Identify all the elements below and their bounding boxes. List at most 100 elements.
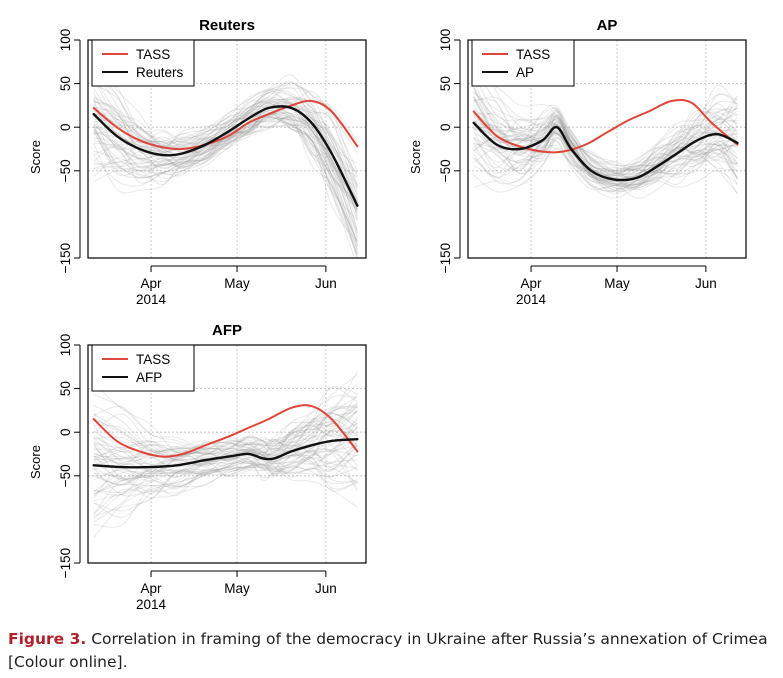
resample-line	[473, 133, 738, 192]
resample-line	[93, 421, 358, 467]
resample-line	[93, 444, 358, 508]
plot-area	[92, 371, 359, 539]
y-axis-label: Score	[408, 140, 423, 174]
legend-entry: TASS	[136, 352, 170, 367]
resample-line	[93, 104, 358, 238]
resample-line	[93, 112, 358, 211]
plot-area	[92, 48, 359, 258]
resample-line	[93, 117, 358, 213]
resample-line	[93, 404, 358, 495]
resample-line	[473, 92, 738, 172]
resample-line	[473, 67, 738, 167]
resample-line	[93, 407, 358, 486]
resample-line	[93, 442, 358, 469]
resample-line	[473, 124, 738, 192]
panel-title: Reuters	[199, 17, 255, 34]
resample-lines	[93, 371, 358, 539]
resample-line	[93, 84, 358, 188]
y-tick-label: 100	[438, 29, 453, 52]
x-tick-label: Jun	[695, 276, 717, 291]
figure-caption: Figure 3. Correlation in framing of the …	[8, 628, 776, 674]
y-tick-label: 0	[58, 123, 73, 131]
resample-line	[473, 117, 738, 175]
x-tick-label: Jun	[315, 276, 337, 291]
x-tick-label: Apr	[141, 581, 163, 596]
resample-line	[473, 139, 738, 191]
resample-line	[93, 63, 358, 193]
resample-line	[473, 113, 738, 180]
resample-line	[473, 87, 738, 182]
resample-line	[473, 126, 738, 199]
resample-line	[93, 460, 358, 492]
resample-line	[93, 453, 358, 502]
resample-line	[473, 110, 738, 177]
y-tick-label: 50	[58, 381, 73, 396]
resample-line	[93, 116, 358, 242]
resample-line	[93, 108, 358, 256]
resample-line	[473, 138, 738, 199]
resample-line	[473, 116, 738, 187]
resample-line	[93, 410, 358, 460]
series-line-tass	[92, 404, 359, 458]
resample-line	[473, 105, 738, 180]
y-axis-label: Score	[28, 445, 43, 479]
resample-line	[93, 440, 358, 519]
resample-line	[93, 382, 358, 456]
panel-title: AP	[597, 17, 618, 34]
series-line-tass	[92, 99, 359, 151]
resample-line	[93, 98, 358, 210]
resample-line	[93, 101, 358, 202]
resample-line	[93, 87, 358, 189]
resample-line	[93, 444, 358, 496]
y-axis: −150 −50 0 50 100 Score	[408, 29, 461, 273]
resample-line	[473, 84, 738, 171]
resample-line	[93, 75, 358, 187]
resample-line	[93, 111, 358, 250]
x-tick-label: Apr	[141, 276, 163, 291]
resample-line	[473, 96, 738, 180]
y-tick-label: −50	[438, 159, 453, 182]
legend-entry: AFP	[136, 370, 162, 385]
series-line-tass	[472, 98, 739, 154]
legend-entry: Reuters	[136, 65, 184, 80]
series-line-ap	[472, 121, 739, 182]
resample-line	[93, 394, 358, 452]
resample-line	[93, 393, 358, 458]
resample-line	[473, 109, 738, 180]
resample-line	[93, 48, 358, 186]
resample-line	[473, 100, 738, 177]
resample-line	[93, 426, 358, 523]
legend-entry: TASS	[136, 47, 170, 62]
resample-line	[93, 387, 358, 464]
plot-area	[472, 46, 739, 199]
resample-line	[93, 396, 358, 453]
legend-box	[471, 39, 575, 87]
resample-line	[93, 115, 358, 242]
y-tick-label: −50	[58, 159, 73, 182]
plot-frame	[467, 39, 747, 259]
x-tick-sublabel: 2014	[516, 292, 547, 307]
x-tick-sublabel: 2014	[136, 597, 167, 612]
resample-line	[93, 413, 358, 479]
resample-line	[93, 106, 358, 219]
resample-line	[473, 93, 738, 171]
resample-line	[473, 122, 738, 195]
resample-line	[93, 106, 358, 210]
resample-line	[473, 46, 738, 173]
resample-line	[93, 411, 358, 458]
y-tick-label: 0	[58, 428, 73, 436]
resample-line	[473, 131, 738, 179]
resample-line	[473, 81, 738, 174]
resample-line	[93, 454, 358, 485]
resample-line	[93, 100, 358, 217]
resample-line	[93, 112, 358, 247]
x-tick-label: Jun	[315, 581, 337, 596]
resample-line	[93, 404, 358, 452]
legend-box	[91, 39, 195, 87]
resample-line	[93, 96, 358, 198]
resample-line	[93, 410, 358, 477]
resample-line	[93, 95, 358, 211]
resample-line	[93, 101, 358, 206]
resample-line	[93, 451, 358, 484]
